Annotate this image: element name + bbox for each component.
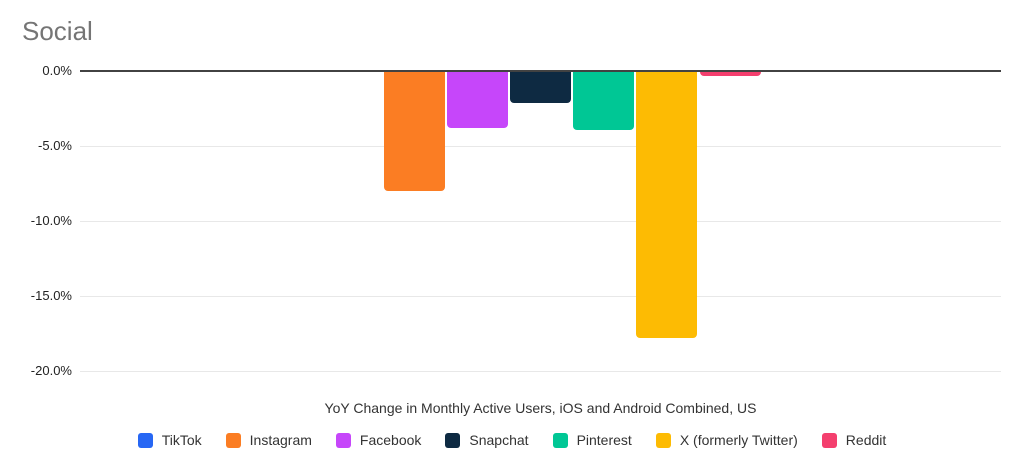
bar-pinterest[interactable] — [573, 71, 635, 130]
legend-swatch-pinterest — [552, 432, 568, 448]
legend-item-snapchat[interactable]: Snapchat — [445, 432, 529, 448]
y-axis-tick-label: -15.0% — [30, 288, 72, 303]
gridline-15-0 — [80, 296, 1001, 297]
legend-item-facebook[interactable]: Facebook — [335, 432, 422, 448]
legend-swatch-tiktok — [137, 432, 153, 448]
y-axis-tick-label: -20.0% — [30, 363, 72, 378]
legend-item-tiktok[interactable]: TikTok — [137, 432, 202, 448]
legend-label: Reddit — [845, 432, 887, 448]
y-axis-tick-label: -5.0% — [38, 138, 72, 153]
bar-reddit[interactable] — [699, 71, 761, 76]
chart-title: Social — [22, 16, 93, 46]
gridline-5-0 — [80, 146, 1001, 147]
bar-facebook[interactable] — [446, 71, 508, 128]
legend-label: Facebook — [359, 432, 422, 448]
legend-swatch-facebook — [335, 432, 351, 448]
y-axis-tick-label: 0.0% — [42, 63, 72, 78]
gridline-20-0 — [80, 371, 1001, 372]
legend-label: X (formerly Twitter) — [679, 432, 798, 448]
legend-label: Instagram — [249, 432, 312, 448]
bar-instagram[interactable] — [383, 71, 445, 191]
y-axis-tick-label: -10.0% — [30, 213, 72, 228]
x-axis-title: YoY Change in Monthly Active Users, iOS … — [324, 400, 757, 416]
legend-item-pinterest[interactable]: Pinterest — [552, 432, 632, 448]
legend-label: Pinterest — [576, 432, 632, 448]
gridline-10-0 — [80, 221, 1001, 222]
legend-swatch-reddit — [821, 432, 837, 448]
legend-swatch-instagram — [225, 432, 241, 448]
legend-item-x-formerly-twitter[interactable]: X (formerly Twitter) — [655, 432, 798, 448]
legend-swatch-snapchat — [445, 432, 461, 448]
legend-item-reddit[interactable]: Reddit — [821, 432, 887, 448]
plot-area — [80, 70, 1001, 372]
bar-x-formerly-twitter[interactable] — [636, 71, 698, 338]
legend-label: TikTok — [161, 432, 202, 448]
legend-item-instagram[interactable]: Instagram — [225, 432, 312, 448]
legend: TikTok Instagram Facebook Snapchat Pinterest… — [0, 432, 1024, 448]
legend-label: Snapchat — [469, 432, 529, 448]
zero-axis-line — [80, 70, 1001, 72]
bar-snapchat[interactable] — [510, 71, 571, 103]
legend-swatch-x-formerly-twitter — [655, 432, 671, 448]
